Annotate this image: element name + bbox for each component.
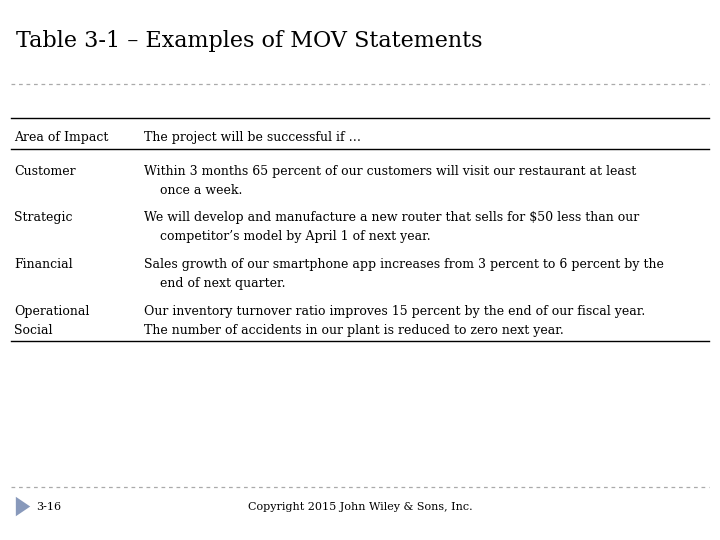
Text: Financial: Financial <box>14 258 73 271</box>
Text: The number of accidents in our plant is reduced to zero next year.: The number of accidents in our plant is … <box>144 324 564 337</box>
Text: 3-16: 3-16 <box>36 502 61 511</box>
Text: Table 3-1 – Examples of MOV Statements: Table 3-1 – Examples of MOV Statements <box>16 30 482 52</box>
Text: Area of Impact: Area of Impact <box>14 131 109 144</box>
Text: Sales growth of our smartphone app increases from 3 percent to 6 percent by the
: Sales growth of our smartphone app incre… <box>144 258 664 290</box>
Text: Within 3 months 65 percent of our customers will visit our restaurant at least
 : Within 3 months 65 percent of our custom… <box>144 165 636 197</box>
Text: Operational: Operational <box>14 305 90 318</box>
Text: The project will be successful if …: The project will be successful if … <box>144 131 361 144</box>
Text: We will develop and manufacture a new router that sells for $50 less than our
  : We will develop and manufacture a new ro… <box>144 211 639 242</box>
Polygon shape <box>16 497 30 516</box>
Text: Social: Social <box>14 324 53 337</box>
Text: Strategic: Strategic <box>14 211 73 224</box>
Text: Copyright 2015 John Wiley & Sons, Inc.: Copyright 2015 John Wiley & Sons, Inc. <box>248 502 472 511</box>
Text: Customer: Customer <box>14 165 76 178</box>
Text: Our inventory turnover ratio improves 15 percent by the end of our fiscal year.: Our inventory turnover ratio improves 15… <box>144 305 645 318</box>
